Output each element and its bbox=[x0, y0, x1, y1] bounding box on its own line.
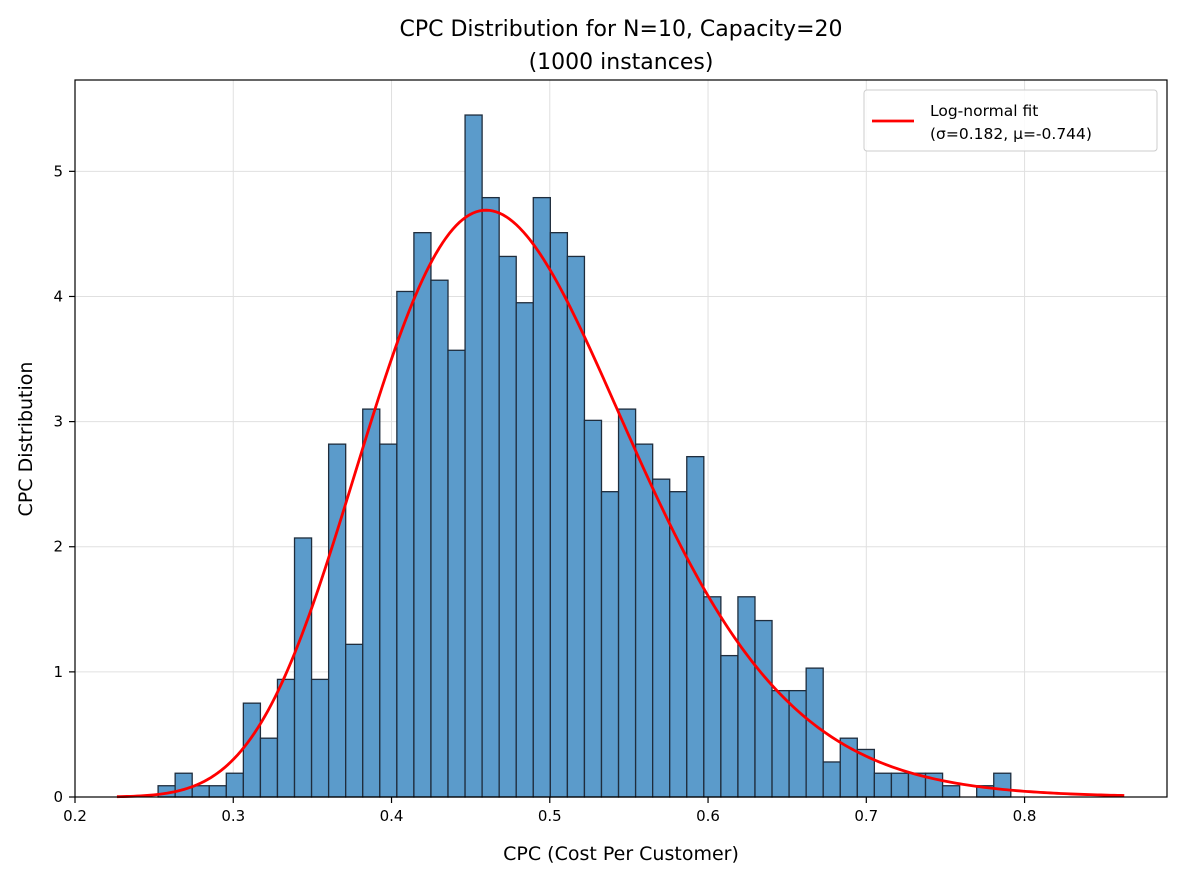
histogram-bar-4 bbox=[225, 772, 245, 798]
y-tick-label-4: 4 bbox=[53, 287, 63, 305]
histogram-bar-12 bbox=[362, 408, 381, 798]
histogram-bar-21 bbox=[515, 302, 534, 798]
legend-label-params: (σ=0.182, μ=-0.744) bbox=[930, 125, 1092, 143]
histogram-bar-34 bbox=[737, 596, 756, 798]
histogram-bar-9 bbox=[310, 678, 330, 798]
histogram-bar-7 bbox=[276, 678, 296, 798]
histogram-bar-20 bbox=[498, 255, 517, 798]
histogram-bar-29 bbox=[652, 478, 671, 798]
y-tick-label-2: 2 bbox=[53, 538, 63, 556]
histogram-bar-43 bbox=[890, 772, 910, 798]
histogram-bar-31 bbox=[686, 455, 705, 798]
x-tick-label-0: 0.2 bbox=[63, 807, 87, 825]
chart-title-line1: CPC Distribution for N=10, Capacity=20 bbox=[399, 17, 842, 42]
legend: Log-normal fit (σ=0.182, μ=-0.744) bbox=[863, 89, 1158, 152]
histogram-bar-14 bbox=[396, 290, 415, 798]
histogram-bar-19 bbox=[481, 196, 500, 798]
x-axis-ticks: 0.2 0.3 0.4 0.5 0.6 0.7 0.8 bbox=[63, 797, 1036, 825]
histogram-bar-11 bbox=[345, 643, 364, 798]
histogram-bar-28 bbox=[634, 443, 654, 798]
histogram-bar-3 bbox=[208, 785, 227, 798]
histogram-bar-30 bbox=[669, 491, 688, 798]
y-tick-label-3: 3 bbox=[53, 413, 63, 431]
histogram-bar-13 bbox=[379, 443, 398, 798]
chart-title-line2: (1000 instances) bbox=[529, 50, 714, 75]
histogram-bar-27 bbox=[617, 408, 637, 798]
histogram-bar-42 bbox=[873, 772, 893, 798]
plot-frame bbox=[74, 79, 1168, 798]
histogram-bar-10 bbox=[327, 443, 347, 798]
histogram-bar-5 bbox=[242, 702, 262, 798]
y-axis-ticks: 0 1 2 3 4 5 bbox=[53, 162, 75, 806]
legend-box bbox=[863, 89, 1158, 152]
histogram-bar-38 bbox=[805, 667, 824, 798]
histogram-bar-24 bbox=[566, 255, 586, 798]
histogram-bar-46 bbox=[941, 785, 961, 798]
lognormal-fit-curve bbox=[116, 208, 1125, 799]
x-tick-label-5: 0.7 bbox=[854, 807, 878, 825]
legend-label-name: Log-normal fit bbox=[930, 102, 1038, 120]
histogram-bar-23 bbox=[549, 232, 569, 798]
x-tick-label-2: 0.4 bbox=[380, 807, 404, 825]
histogram-bar-16 bbox=[430, 279, 449, 798]
histogram-bar-8 bbox=[293, 537, 313, 798]
x-tick-label-1: 0.3 bbox=[221, 807, 245, 825]
histogram-bar-1 bbox=[174, 772, 193, 798]
histogram-bar-2 bbox=[191, 785, 210, 798]
histogram-bar-22 bbox=[532, 196, 551, 798]
histogram-bar-49 bbox=[993, 772, 1012, 798]
x-tick-label-6: 0.8 bbox=[1013, 807, 1037, 825]
y-tick-label-0: 0 bbox=[53, 788, 63, 806]
x-tick-label-4: 0.6 bbox=[696, 807, 720, 825]
y-tick-label-5: 5 bbox=[53, 162, 63, 180]
histogram-bars bbox=[157, 114, 1012, 798]
y-tick-label-1: 1 bbox=[53, 663, 63, 681]
histogram-bar-36 bbox=[771, 689, 790, 798]
x-tick-label-3: 0.5 bbox=[538, 807, 562, 825]
histogram-bar-39 bbox=[822, 761, 841, 798]
histogram-bar-33 bbox=[720, 654, 739, 798]
histogram-bar-35 bbox=[754, 619, 773, 798]
histogram-bar-25 bbox=[583, 419, 603, 798]
y-axis-label: CPC Distribution bbox=[15, 362, 37, 517]
histogram-bar-15 bbox=[413, 232, 432, 798]
histogram-bar-26 bbox=[600, 491, 620, 798]
x-axis-label: CPC (Cost Per Customer) bbox=[503, 843, 739, 865]
histogram-bar-32 bbox=[703, 596, 722, 798]
histogram-bar-17 bbox=[447, 349, 466, 798]
histogram-bar-6 bbox=[259, 737, 279, 798]
